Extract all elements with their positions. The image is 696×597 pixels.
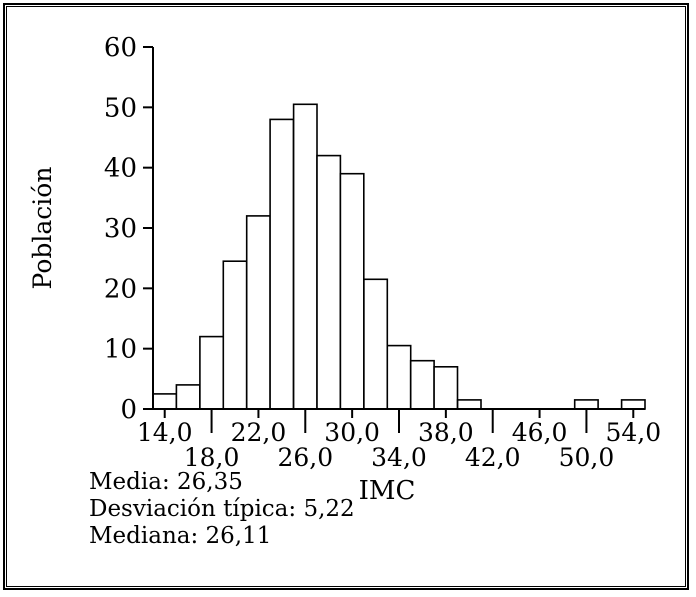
histogram-chart: 0 10 20 30 40 50 60 14,018,022,026,030,034,038,…	[28, 33, 661, 506]
histogram-bar	[573, 399, 599, 410]
x-tick-label: 46,0	[512, 418, 568, 447]
x-tick-label: 26,0	[277, 443, 333, 472]
x-tick-label: 54,0	[605, 418, 661, 447]
histogram-bar	[620, 399, 646, 410]
x-tick-label: 42,0	[465, 443, 521, 472]
histogram-bar	[175, 384, 201, 410]
histogram-bar	[363, 278, 389, 410]
y-tick-label: 10	[104, 335, 137, 365]
x-axis-title: IMC	[359, 476, 416, 506]
y-tick-label: 60	[104, 33, 137, 63]
figure-inner-frame: 0 10 20 30 40 50 60 14,0 18,0 22,0 26,0 30,0 34,0 38,…	[6, 6, 686, 587]
stat-media: Media: 26,35	[89, 469, 243, 495]
y-tick-label: 50	[104, 93, 137, 123]
histogram-bar	[245, 215, 271, 410]
y-tick-label: 30	[104, 214, 137, 244]
x-tick-label: 22,0	[231, 418, 287, 447]
y-tick-label: 40	[104, 154, 137, 184]
histogram-bar	[152, 393, 178, 410]
x-tick-label: 50,0	[559, 443, 615, 472]
x-tick-label: 34,0	[371, 443, 427, 472]
x-tick-label: 18,0	[184, 443, 240, 472]
x-tick-label: 14,0	[137, 418, 193, 447]
histogram-bar	[339, 172, 365, 410]
histogram-bar	[222, 260, 248, 410]
stat-desviacion: Desviación típica: 5,22	[89, 496, 355, 522]
x-tick-label: 38,0	[418, 418, 474, 447]
y-axis-title: Población	[28, 167, 57, 290]
histogram-bar	[292, 103, 318, 410]
histogram-bar	[433, 365, 459, 410]
stat-mediana: Mediana: 26,11	[89, 523, 272, 549]
histogram-bar	[269, 118, 295, 410]
histogram-bar	[316, 154, 342, 410]
summary-stats: Media: 26,35 Desviación típica: 5,22 Med…	[89, 469, 685, 550]
histogram-bar	[456, 399, 482, 410]
y-tick-label: 20	[104, 274, 137, 304]
x-tick-label: 30,0	[324, 418, 380, 447]
histogram-bar	[409, 359, 435, 410]
y-tick-label: 0	[120, 395, 137, 425]
histogram-bar	[199, 335, 225, 410]
histogram-bar	[386, 344, 412, 410]
figure-frame: 0 10 20 30 40 50 60 14,0 18,0 22,0 26,0 30,0 34,0 38,…	[3, 3, 689, 590]
